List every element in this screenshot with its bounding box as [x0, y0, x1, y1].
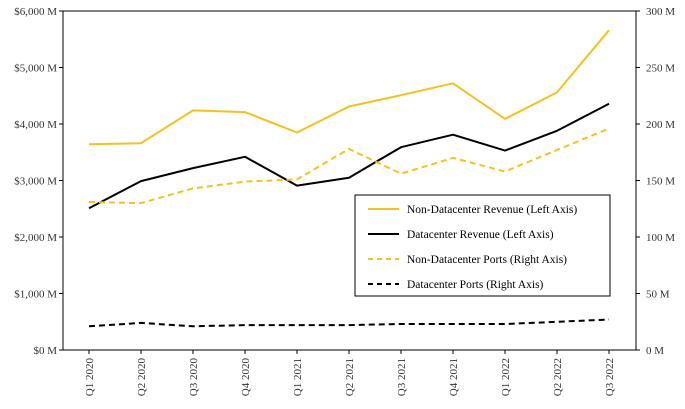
x-tick-label: Q2 2021	[344, 358, 356, 396]
x-tick-label: Q4 2020	[240, 358, 252, 397]
x-tick-label: Q2 2020	[136, 358, 148, 397]
left-tick-label: $6,000 M	[14, 6, 57, 18]
series-line-3	[88, 318, 610, 328]
left-axis: $0 M $1,000 M $2,000 M $3,000 M $4,000 M $5,0…	[14, 6, 63, 357]
legend-label-datacenter-revenue: Datacenter Revenue (Left Axis)	[407, 229, 554, 241]
right-axis: 0 M 50 M 100 M 150 M 200 M 250 M 300 M	[636, 6, 675, 357]
x-axis: Q1 2020 Q2 2020 Q3 2020 Q4 2020 Q1 2021 Q2 20…	[84, 350, 616, 396]
left-tick-label: $1,000 M	[14, 289, 57, 301]
series-line-1	[88, 102, 610, 210]
legend-label-non-datacenter-ports: Non-Datacenter Ports (Right Axis)	[407, 254, 567, 266]
x-tick-label: Q3 2021	[396, 358, 408, 396]
x-tick-label: Q2 2022	[552, 358, 564, 396]
right-tick-label: 0 M	[646, 345, 664, 357]
right-tick-label: 50 M	[646, 289, 670, 301]
series-line-0	[88, 29, 610, 146]
x-tick-label: Q3 2022	[604, 358, 616, 396]
legend: Non-Datacenter Revenue (Left Axis) Datac…	[354, 194, 611, 297]
right-tick-label: 250 M	[646, 63, 675, 75]
right-tick-label: 300 M	[646, 6, 675, 18]
right-tick-label: 100 M	[646, 232, 675, 244]
x-tick-label: Q1 2021	[292, 358, 304, 396]
x-tick-label: Q1 2020	[84, 358, 96, 397]
x-tick-label: Q3 2020	[188, 358, 200, 397]
right-tick-label: 200 M	[646, 119, 675, 131]
right-tick-label: 150 M	[646, 176, 675, 188]
left-tick-label: $2,000 M	[14, 232, 57, 244]
series-layer	[88, 29, 610, 328]
series-line-2	[88, 127, 610, 205]
left-tick-label: $4,000 M	[14, 119, 57, 131]
legend-box	[354, 194, 611, 297]
x-tick-label: Q4 2021	[448, 358, 460, 396]
plot-area	[62, 10, 637, 351]
legend-label-datacenter-ports: Datacenter Ports (Right Axis)	[407, 279, 544, 291]
x-tick-label: Q1 2022	[500, 358, 512, 396]
left-tick-label: $0 M	[33, 345, 57, 357]
legend-label-non-datacenter-revenue: Non-Datacenter Revenue (Left Axis)	[407, 204, 577, 216]
left-tick-label: $5,000 M	[14, 63, 57, 75]
left-tick-label: $3,000 M	[14, 176, 57, 188]
